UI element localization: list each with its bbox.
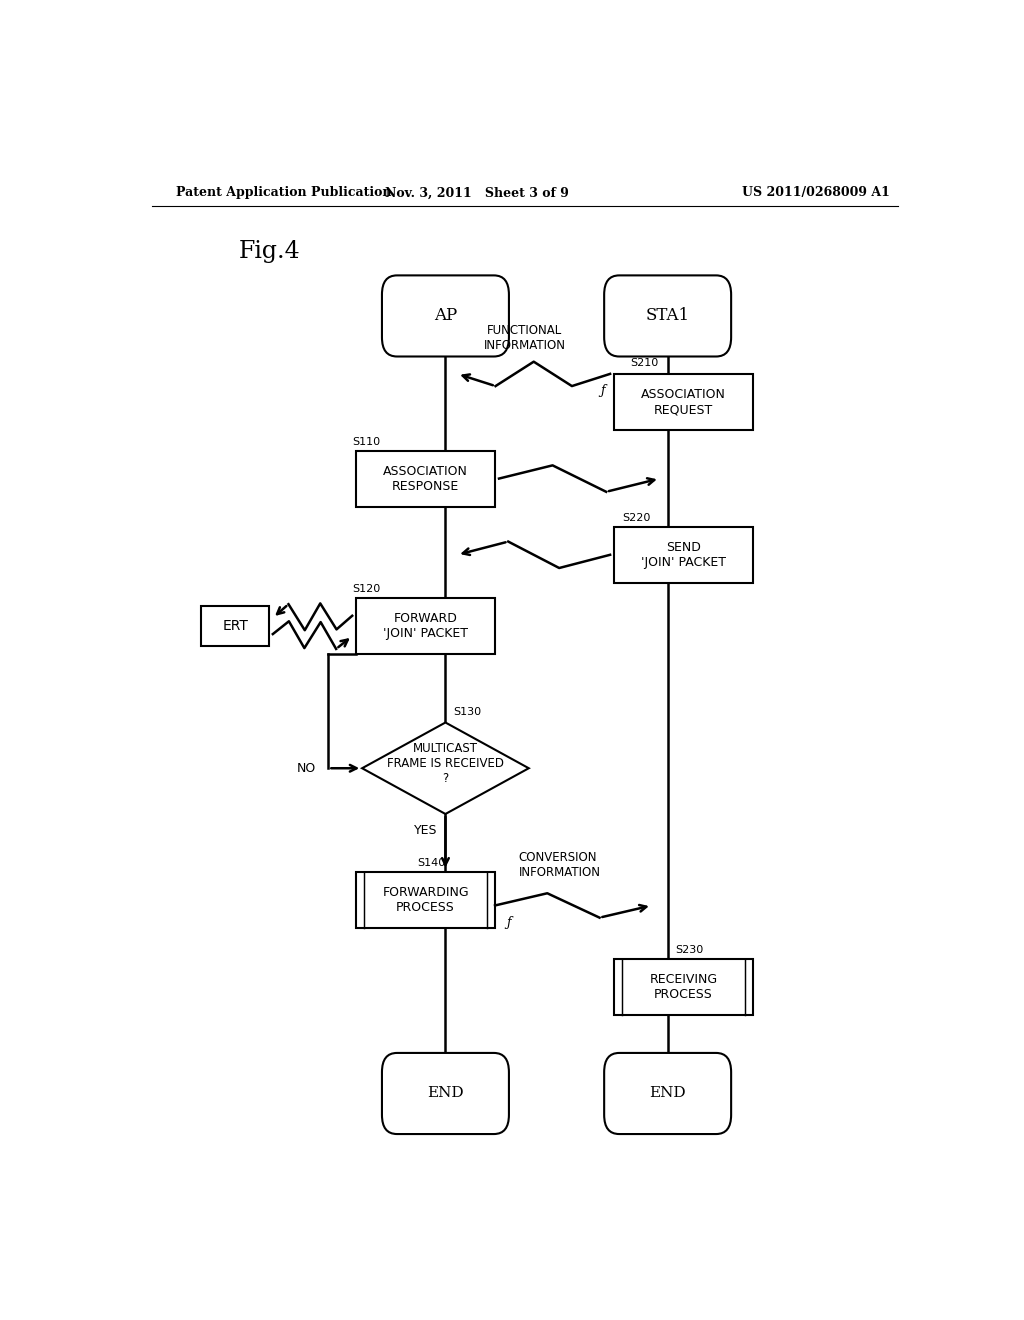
Text: CONVERSION
INFORMATION: CONVERSION INFORMATION	[519, 851, 601, 879]
Text: ERT: ERT	[222, 619, 248, 634]
Text: S220: S220	[622, 512, 650, 523]
Text: S140: S140	[418, 858, 445, 869]
Text: S130: S130	[454, 708, 481, 718]
Polygon shape	[362, 722, 528, 814]
Text: END: END	[427, 1086, 464, 1101]
Text: S120: S120	[352, 583, 381, 594]
FancyBboxPatch shape	[604, 1053, 731, 1134]
Text: ƒ: ƒ	[600, 384, 604, 397]
Text: NO: NO	[297, 762, 316, 775]
Bar	[614, 958, 753, 1015]
Text: Nov. 3, 2011   Sheet 3 of 9: Nov. 3, 2011 Sheet 3 of 9	[385, 186, 569, 199]
Text: Patent Application Publication: Patent Application Publication	[176, 186, 391, 199]
Bar	[356, 598, 495, 653]
Text: SEND
'JOIN' PACKET: SEND 'JOIN' PACKET	[641, 541, 726, 569]
Text: US 2011/0268009 A1: US 2011/0268009 A1	[742, 186, 890, 199]
Text: FORWARDING
PROCESS: FORWARDING PROCESS	[382, 886, 469, 915]
FancyBboxPatch shape	[604, 276, 731, 356]
Text: S230: S230	[676, 945, 703, 954]
Text: ƒ: ƒ	[506, 916, 511, 928]
Bar	[614, 527, 753, 582]
Bar	[356, 873, 495, 928]
Text: S210: S210	[630, 358, 658, 368]
Text: S110: S110	[352, 437, 380, 446]
Bar	[356, 450, 495, 507]
Text: RECEIVING
PROCESS: RECEIVING PROCESS	[649, 973, 718, 1001]
Text: FORWARD
'JOIN' PACKET: FORWARD 'JOIN' PACKET	[383, 612, 468, 640]
Text: END: END	[649, 1086, 686, 1101]
Bar	[202, 606, 269, 647]
Text: Fig.4: Fig.4	[240, 240, 301, 263]
FancyBboxPatch shape	[382, 1053, 509, 1134]
Text: FUNCTIONAL
INFORMATION: FUNCTIONAL INFORMATION	[483, 323, 566, 351]
Text: MULTICAST
FRAME IS RECEIVED
?: MULTICAST FRAME IS RECEIVED ?	[387, 742, 504, 784]
Text: AP: AP	[434, 308, 457, 325]
Text: STA1: STA1	[645, 308, 690, 325]
Text: YES: YES	[414, 824, 437, 837]
Bar	[614, 375, 753, 430]
Text: ASSOCIATION
RESPONSE: ASSOCIATION RESPONSE	[383, 465, 468, 492]
FancyBboxPatch shape	[382, 276, 509, 356]
Text: ASSOCIATION
REQUEST: ASSOCIATION REQUEST	[641, 388, 726, 416]
